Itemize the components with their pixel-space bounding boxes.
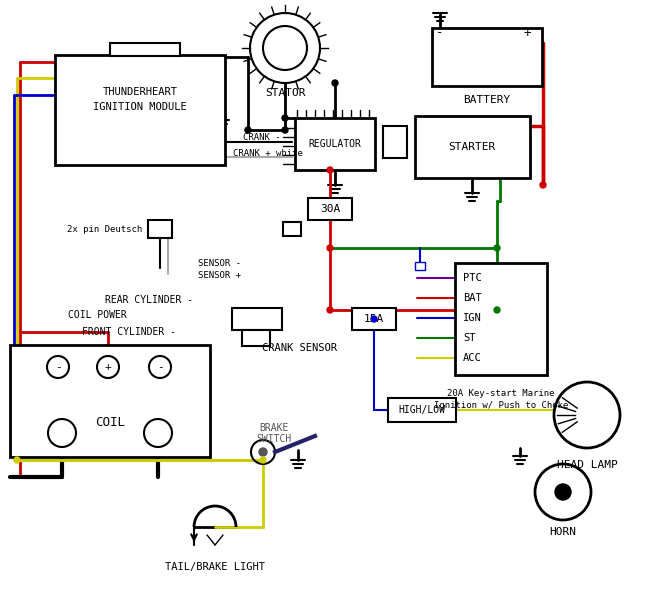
Bar [283,222,301,236]
Text: -: - [156,362,164,372]
Text: ACC: ACC [463,353,482,363]
Bar [432,28,542,86]
Bar [295,118,375,170]
Text: SWITCH: SWITCH [256,434,292,444]
Text: HEAD LAMP: HEAD LAMP [556,460,617,470]
Bar [55,55,225,165]
Bar [110,43,180,56]
Circle shape [371,316,377,322]
Bar [232,308,282,330]
Text: +: + [523,27,531,40]
Bar [455,263,547,375]
Circle shape [494,245,500,251]
Text: +: + [105,362,112,372]
Circle shape [282,127,288,133]
Text: BAT: BAT [463,293,482,303]
Text: REAR CYLINDER -: REAR CYLINDER - [105,295,193,305]
Text: STARTER: STARTER [448,142,496,152]
Bar [308,198,352,220]
Text: THUNDERHEART: THUNDERHEART [102,87,178,97]
Circle shape [282,115,288,121]
Circle shape [494,307,500,313]
Circle shape [555,484,571,500]
Circle shape [14,457,20,463]
Circle shape [540,182,546,188]
Text: -: - [55,362,61,372]
Text: 15A: 15A [364,314,384,324]
Text: CRANK -: CRANK - [243,133,280,143]
Text: -: - [436,27,444,40]
Bar [415,116,530,178]
Text: REGULATOR: REGULATOR [309,139,362,149]
Text: IGN: IGN [463,313,482,323]
Text: SENSOR -: SENSOR - [198,260,241,268]
Text: Ignition w/ Push to Choke: Ignition w/ Push to Choke [434,401,568,409]
Bar [10,345,210,457]
Circle shape [245,127,251,133]
Text: 2x pin Deutsch: 2x pin Deutsch [67,225,142,234]
Text: 20A Key-start Marine: 20A Key-start Marine [447,388,555,398]
Text: FRONT CYLINDER -: FRONT CYLINDER - [82,327,176,337]
Bar [148,220,172,238]
Text: STATOR: STATOR [265,88,305,98]
Text: CRANK SENSOR: CRANK SENSOR [262,343,337,353]
Text: COIL: COIL [95,417,125,430]
Circle shape [332,80,338,86]
Text: IGNITION MODULE: IGNITION MODULE [93,102,187,112]
Circle shape [327,307,333,313]
Text: HIGH/LOW: HIGH/LOW [399,405,446,415]
Bar [388,398,456,422]
Text: 30A: 30A [320,204,340,214]
Circle shape [327,245,333,251]
Text: HORN: HORN [550,527,576,537]
Circle shape [327,167,333,173]
Bar [415,262,425,270]
Text: COIL POWER: COIL POWER [68,310,127,320]
Circle shape [260,457,266,463]
Bar [383,126,407,158]
Circle shape [259,448,267,456]
Text: ST: ST [463,333,475,343]
Text: CRANK + white: CRANK + white [233,149,303,158]
Text: PTC: PTC [463,273,482,283]
Text: BATTERY: BATTERY [463,95,511,105]
Bar [352,308,396,330]
Text: SENSOR +: SENSOR + [198,270,241,280]
Text: TAIL/BRAKE LIGHT: TAIL/BRAKE LIGHT [165,562,265,572]
Bar [242,330,270,346]
Text: BRAKE: BRAKE [259,423,288,433]
